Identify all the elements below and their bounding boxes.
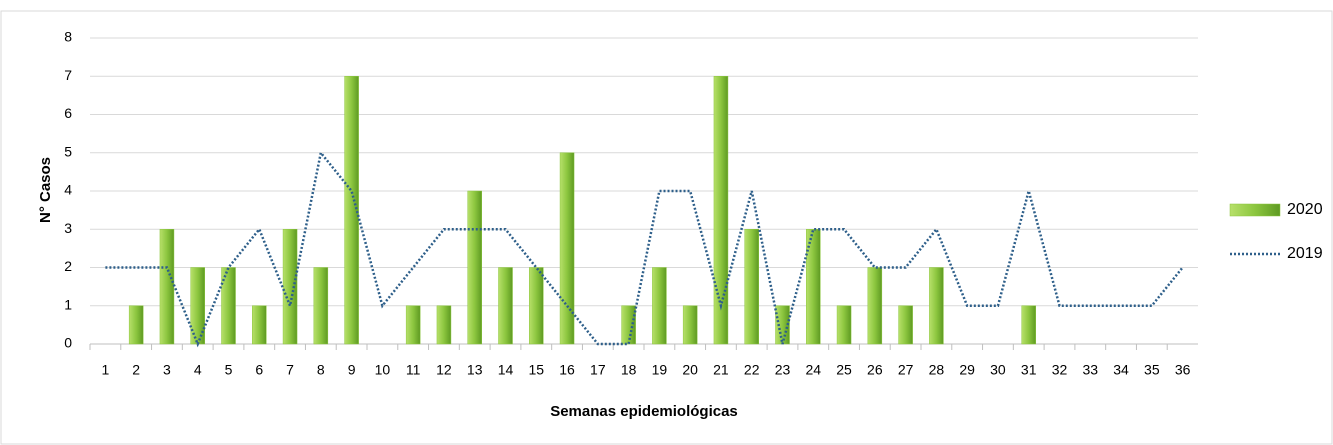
x-tick-label: 11: [406, 362, 421, 378]
line: [105, 149, 1184, 348]
bar: [621, 305, 636, 345]
y-tick-label: 2: [64, 258, 72, 274]
x-tick-label: 15: [528, 362, 544, 378]
bar: [529, 267, 544, 345]
bar: [898, 305, 913, 345]
x-tick-label: 35: [1144, 362, 1160, 378]
bar: [682, 305, 698, 345]
x-tick-label: 29: [959, 362, 975, 378]
x-tick-label: 3: [163, 362, 171, 378]
x-tick-label: 33: [1082, 362, 1098, 378]
x-tick-label: 22: [744, 362, 760, 378]
y-tick-label: 0: [64, 335, 72, 351]
y-tick-label: 3: [64, 220, 72, 236]
bar: [867, 267, 883, 345]
x-tick-label: 2: [132, 362, 140, 378]
legend-label: 2019: [1287, 245, 1323, 262]
x-tick-label: 31: [1021, 362, 1037, 378]
x-tick-label: 28: [929, 362, 945, 378]
x-tick-label: 25: [836, 362, 852, 378]
legend-label: 2020: [1287, 201, 1323, 218]
bar: [498, 267, 513, 345]
x-tick-label: 6: [255, 362, 263, 378]
x-tick-label: 5: [225, 362, 233, 378]
x-tick-label: 32: [1052, 362, 1068, 378]
bar: [436, 305, 452, 345]
x-tick-label: 18: [621, 362, 637, 378]
bar: [806, 229, 821, 345]
x-tick-label: 34: [1113, 362, 1129, 378]
y-tick-label: 5: [64, 143, 72, 159]
x-tick-label: 36: [1175, 362, 1191, 378]
bar: [929, 267, 944, 345]
bar: [344, 76, 359, 345]
bar: [713, 76, 729, 345]
x-tick-label: 24: [805, 362, 821, 378]
bar: [221, 267, 236, 345]
x-tick-label: 10: [375, 362, 391, 378]
bar: [1021, 305, 1036, 345]
bar: [159, 229, 175, 345]
x-tick-label: 1: [101, 362, 109, 378]
bar: [128, 305, 144, 345]
x-tick-label: 26: [867, 362, 883, 378]
x-tick-label: 23: [775, 362, 791, 378]
x-tick-label: 21: [713, 362, 729, 378]
x-tick-label: 9: [348, 362, 356, 378]
legend-swatch: [1229, 203, 1281, 217]
x-tick-label: 19: [652, 362, 668, 378]
y-tick-label: 1: [64, 296, 72, 312]
bar: [252, 305, 267, 345]
bar: [744, 229, 759, 345]
chart-frame: [0, 10, 1333, 445]
x-tick-label: 4: [194, 362, 202, 378]
bar: [467, 190, 482, 345]
bar: [652, 267, 667, 345]
y-tick-label: 8: [64, 29, 72, 45]
x-tick-label: 27: [898, 362, 914, 378]
y-tick-label: 7: [64, 67, 72, 83]
x-tick-label: 12: [436, 362, 452, 378]
x-tick-label: 14: [498, 362, 514, 378]
y-axis-label: N° Casos: [37, 157, 54, 223]
x-tick-label: 7: [286, 362, 294, 378]
x-axis-label: Semanas epidemiológicas: [550, 403, 738, 420]
bar: [313, 267, 329, 345]
x-tick-label: 8: [317, 362, 325, 378]
y-tick-label: 4: [64, 182, 72, 198]
y-tick-label: 6: [64, 105, 72, 121]
bar: [836, 305, 852, 345]
x-tick-label: 30: [990, 362, 1006, 378]
x-tick-label: 20: [682, 362, 698, 378]
x-tick-label: 16: [559, 362, 575, 378]
x-tick-label: 13: [467, 362, 483, 378]
x-tick-label: 17: [590, 362, 606, 378]
bar: [559, 152, 575, 345]
bar: [405, 305, 421, 345]
